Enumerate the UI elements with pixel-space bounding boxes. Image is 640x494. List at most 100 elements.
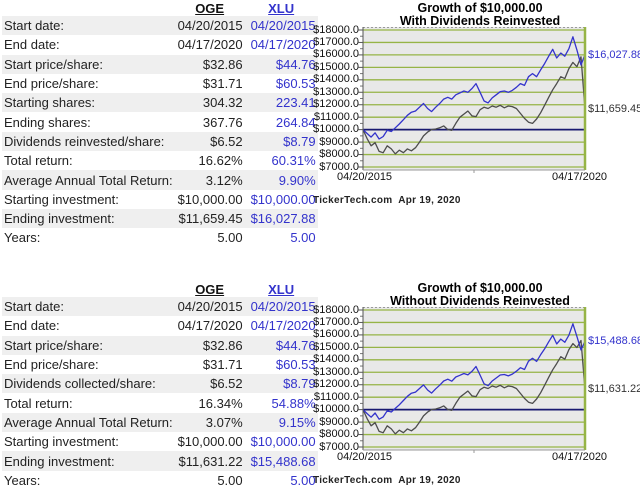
xlu-value: 04/20/2015 <box>244 297 318 317</box>
table-header-row: OGE XLU <box>2 0 318 16</box>
oge-value: 3.07% <box>174 412 245 433</box>
tickertech-credit: TickerTech.com Apr 19, 2020 <box>313 475 461 486</box>
row-label: Ending investment: <box>2 208 175 229</box>
oge-value: 04/20/2015 <box>174 16 245 36</box>
table-row: Total return: 16.62% 60.31% <box>2 151 318 170</box>
table-row: Start date: 04/20/2015 04/20/2015 <box>2 297 318 317</box>
oge-value: 04/17/2020 <box>177 37 243 53</box>
y-axis-tick-label: $10000.0 <box>313 403 359 416</box>
table-row: Average Annual Total Return: 3.12% 9.90% <box>2 170 318 190</box>
oge-value: 04/17/2020 <box>177 318 243 334</box>
xlu-value: $16,027.88 <box>244 208 318 229</box>
xlu-value: 223.41 <box>244 93 318 113</box>
tickertech-credit: TickerTech.com Apr 19, 2020 <box>313 195 461 206</box>
y-axis-tick-label: $13000.0 <box>313 365 359 378</box>
oge-column-header[interactable]: OGE <box>195 1 225 16</box>
row-label: Average Annual Total Return: <box>2 170 175 190</box>
oge-value: $32.86 <box>174 54 245 74</box>
chart-plot-area <box>358 307 587 453</box>
oge-value: $11,631.22 <box>174 451 245 471</box>
oge-value: $31.71 <box>202 76 243 92</box>
oge-value: 04/20/2015 <box>174 297 245 317</box>
xlu-value: $8.79 <box>244 374 318 394</box>
xlu-value: 9.15% <box>244 412 318 433</box>
y-axis-tick-label: $11000.0 <box>313 110 359 123</box>
row-label: Starting investment: <box>4 191 119 207</box>
y-axis-tick-label: $17000.0 <box>313 315 359 328</box>
comparison-table-with-dividends: OGE XLU Start date: 04/20/2015 04/20/2015 E… <box>2 0 318 248</box>
xlu-end-value-label: $16,027.88 <box>588 48 640 61</box>
table-row: Start price/share: $32.86 $44.76 <box>2 54 318 74</box>
y-axis-tick-label: $8000.0 <box>319 148 359 161</box>
y-axis-tick-label: $9000.0 <box>319 415 359 428</box>
row-label: Years: <box>4 472 41 488</box>
xlu-column-header-link[interactable]: XLU <box>268 282 295 297</box>
y-axis-tick-label: $16000.0 <box>313 48 359 61</box>
y-axis-tick-label: $14000.0 <box>313 353 359 366</box>
x-axis-end-label: 04/17/2020 <box>552 451 608 463</box>
y-axis-tick-label: $15000.0 <box>313 60 359 73</box>
y-axis-tick-label: $16000.0 <box>313 328 359 341</box>
y-axis-tick-label: $17000.0 <box>313 35 359 48</box>
table-row: Start price/share: $32.86 $44.76 <box>2 335 318 355</box>
row-label: Start date: <box>2 297 175 317</box>
table-row: Ending shares: 367.76 264.84 <box>2 112 318 131</box>
table-row: Ending investment: $11,631.22 $15,488.68 <box>2 451 318 471</box>
y-axis-tick-label: $15000.0 <box>313 340 359 353</box>
xlu-value: 54.88% <box>271 395 316 411</box>
table-row: Starting shares: 304.32 223.41 <box>2 93 318 113</box>
y-axis-tick-label: $7000.0 <box>319 160 359 173</box>
empty-header-cell <box>2 0 175 16</box>
row-label: Total return: <box>4 153 73 169</box>
xlu-end-value-label: $15,488.68 <box>588 335 640 348</box>
y-axis-tick-label: $8000.0 <box>319 428 359 441</box>
table-row: Dividends collected/share: $6.52 $8.79 <box>2 374 318 394</box>
row-label: Start price/share: <box>2 335 175 355</box>
oge-value: $10,000.00 <box>177 434 243 450</box>
row-label: Start date: <box>2 16 175 36</box>
row-label: Dividends collected/share: <box>2 374 175 394</box>
oge-value: 5.00 <box>217 472 243 488</box>
xlu-value: $60.53 <box>275 357 316 373</box>
chart-title-line1: Growth of $10,000.00 <box>417 281 543 295</box>
table-row: Start date: 04/20/2015 04/20/2015 <box>2 16 318 36</box>
table-row: Dividends reinvested/share: $6.52 $8.79 <box>2 131 318 152</box>
y-axis-tick-label: $13000.0 <box>313 85 359 98</box>
x-axis-start-label: 04/20/2015 <box>337 451 393 463</box>
oge-value: $11,659.45 <box>174 208 245 229</box>
oge-end-value-label: $11,631.22 <box>588 383 640 396</box>
chart-title: Growth of $10,000.00 Without Dividends R… <box>340 282 620 308</box>
row-label: End price/share: <box>4 76 99 92</box>
table-row: Ending investment: $11,659.45 $16,027.88 <box>2 208 318 229</box>
row-label: Starting investment: <box>4 434 119 450</box>
empty-header-cell <box>2 281 175 297</box>
xlu-value: 04/17/2020 <box>250 37 316 53</box>
row-label: End date: <box>4 318 60 334</box>
table-header-row: OGE XLU <box>2 281 318 297</box>
x-axis-end-label: 04/17/2020 <box>552 171 608 183</box>
comparison-table-without-dividends: OGE XLU Start date: 04/20/2015 04/20/2015 E… <box>2 281 318 490</box>
xlu-value: $44.76 <box>244 54 318 74</box>
row-label: End price/share: <box>4 357 99 373</box>
table-row: Starting investment: $10,000.00 $10,000.00 <box>2 190 318 209</box>
xlu-value: 04/20/2015 <box>244 16 318 36</box>
row-label: Ending investment: <box>2 451 175 471</box>
table-row: End date: 04/17/2020 04/17/2020 <box>2 316 318 335</box>
growth-chart-with-dividends: Growth of $10,000.00 With Dividends Rein… <box>310 0 640 215</box>
y-axis-tick-label: $18000.0 <box>313 23 359 36</box>
oge-value: $6.52 <box>174 131 245 152</box>
y-axis-tick-label: $9000.0 <box>319 135 359 148</box>
xlu-column-header-link[interactable]: XLU <box>268 1 295 16</box>
chart-title: Growth of $10,000.00 With Dividends Rein… <box>340 2 620 28</box>
oge-column-header[interactable]: OGE <box>195 282 225 297</box>
oge-end-value-label: $11,659.45 <box>588 102 640 115</box>
oge-value: 16.34% <box>198 395 243 411</box>
oge-value: $10,000.00 <box>177 191 243 207</box>
y-axis-tick-label: $14000.0 <box>313 73 359 86</box>
xlu-value: $8.79 <box>244 131 318 152</box>
row-label: Starting shares: <box>2 93 175 113</box>
chart-title-line1: Growth of $10,000.00 <box>417 1 543 15</box>
xlu-value: $10,000.00 <box>250 191 316 207</box>
row-label: Ending shares: <box>4 114 91 130</box>
